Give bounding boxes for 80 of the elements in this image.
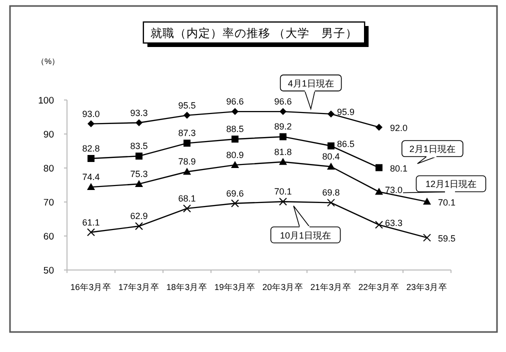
data-label: 82.8 bbox=[82, 143, 100, 154]
x-tick-label: 22年3月卒 bbox=[358, 282, 400, 292]
data-label: 74.4 bbox=[82, 172, 100, 182]
y-tick-label: 100 bbox=[38, 96, 54, 106]
point bbox=[183, 204, 191, 212]
data-label: 96.6 bbox=[274, 96, 292, 107]
data-label: 87.3 bbox=[178, 128, 196, 138]
data-label: 89.2 bbox=[274, 122, 292, 132]
point bbox=[136, 119, 142, 126]
y-tick-label: 70 bbox=[43, 198, 54, 208]
point bbox=[231, 160, 239, 168]
x-tick-label: 20年3月卒 bbox=[262, 282, 304, 292]
data-label: 68.1 bbox=[178, 193, 196, 204]
x-tick-label: 19年3月卒 bbox=[214, 282, 256, 292]
point bbox=[136, 152, 142, 160]
data-label: 80.1 bbox=[390, 164, 408, 174]
point bbox=[279, 158, 287, 165]
point bbox=[88, 120, 94, 128]
point bbox=[280, 108, 286, 116]
data-label: 83.5 bbox=[130, 141, 148, 152]
text: 4月1日現在 bbox=[288, 78, 334, 88]
point bbox=[328, 110, 334, 118]
x-tick-label: 23年3月卒 bbox=[406, 282, 448, 292]
y-tick-label: 90 bbox=[43, 130, 54, 140]
data-label: 62.9 bbox=[130, 211, 148, 222]
y-tick-label: 50 bbox=[43, 266, 54, 276]
data-label: 93.0 bbox=[82, 108, 100, 119]
point bbox=[375, 188, 383, 195]
point bbox=[184, 140, 190, 147]
data-label: 86.5 bbox=[337, 138, 355, 149]
y-tick-label: 80 bbox=[43, 164, 54, 174]
data-label: 61.1 bbox=[82, 217, 100, 228]
point bbox=[376, 164, 382, 172]
point bbox=[88, 154, 94, 162]
data-label: 69.6 bbox=[226, 188, 244, 198]
data-label: 80.9 bbox=[226, 150, 244, 160]
point bbox=[376, 124, 382, 131]
point bbox=[135, 180, 143, 187]
data-label: 63.3 bbox=[385, 218, 403, 228]
point bbox=[184, 112, 190, 119]
data-label: 73.0 bbox=[385, 184, 403, 195]
point bbox=[327, 162, 335, 170]
data-label: 88.5 bbox=[226, 124, 244, 134]
data-label: 93.3 bbox=[130, 108, 148, 118]
point bbox=[87, 228, 95, 236]
point bbox=[232, 136, 238, 143]
data-label: 92.0 bbox=[390, 123, 408, 134]
point bbox=[423, 234, 431, 242]
x-tick-label: 21年3月卒 bbox=[310, 282, 352, 292]
point bbox=[183, 168, 191, 175]
data-label: 69.8 bbox=[322, 188, 340, 198]
series-label: 12月1日現在 bbox=[425, 179, 477, 190]
x-tick-label: 16年3月卒 bbox=[70, 282, 112, 292]
data-label: 80.4 bbox=[322, 152, 340, 162]
point bbox=[280, 133, 286, 140]
point bbox=[328, 142, 334, 150]
point bbox=[327, 198, 335, 207]
point bbox=[279, 198, 287, 206]
point bbox=[423, 198, 431, 205]
point bbox=[135, 222, 143, 230]
data-label: 81.8 bbox=[274, 146, 292, 157]
y-axis-title: （%） bbox=[36, 57, 60, 66]
data-label: 95.9 bbox=[337, 106, 355, 117]
chart-title: 就職（内定）率の推移 （大学 男子） bbox=[150, 26, 358, 40]
data-label: 75.3 bbox=[130, 168, 148, 179]
point bbox=[375, 220, 383, 229]
text: 2月1日現在 bbox=[409, 144, 456, 154]
point bbox=[232, 108, 238, 116]
x-tick-label: 18年3月卒 bbox=[166, 282, 208, 292]
y-tick-label: 60 bbox=[43, 232, 54, 242]
data-label: 95.5 bbox=[178, 100, 196, 110]
data-label: 70.1 bbox=[274, 186, 292, 197]
legend-label: 10月1日現在 bbox=[280, 230, 332, 240]
point bbox=[231, 199, 239, 208]
point bbox=[87, 183, 95, 190]
data-label: 70.1 bbox=[438, 198, 456, 208]
data-label: 78.9 bbox=[178, 156, 196, 167]
data-label: 96.6 bbox=[226, 96, 244, 107]
data-label: 59.5 bbox=[438, 234, 456, 244]
x-tick-label: 17年3月卒 bbox=[118, 282, 160, 292]
